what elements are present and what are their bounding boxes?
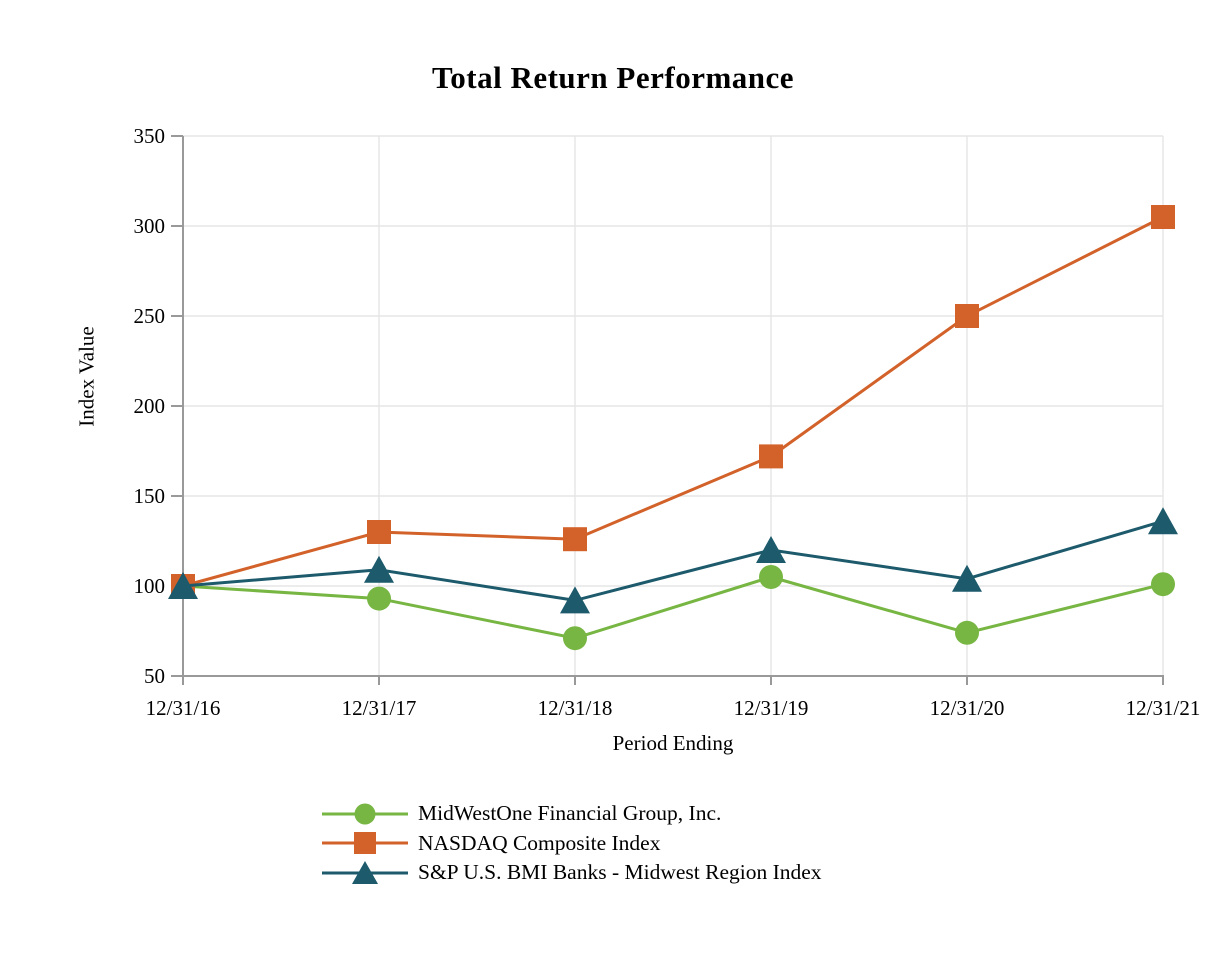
circle-marker [1151,572,1175,597]
x-axis-title: Period Ending [612,731,734,755]
legend-item: MidWestOne Financial Group, Inc. [322,799,822,829]
circle-marker [563,626,587,651]
triangle-legend-icon [322,860,408,884]
x-tick-label: 12/31/20 [930,696,1005,720]
circle-marker [759,565,783,589]
series-line [182,519,1164,602]
y-tick-label: 150 [134,484,166,508]
legend-label: MidWestOne Financial Group, Inc. [418,801,722,826]
x-tick-label: 12/31/21 [1126,696,1201,720]
chart-legend: MidWestOne Financial Group, Inc. NASDAQ C… [322,799,822,888]
chart-title: Total Return Performance [431,60,795,95]
triangle-marker [560,586,590,614]
triangle-marker [1148,507,1178,535]
legend-label: S&P U.S. BMI Banks - Midwest Region Inde… [418,860,822,885]
triangle-marker [168,572,198,599]
square-legend-icon [322,832,408,855]
legend-item: NASDAQ Composite Index [322,829,822,859]
series-line [182,575,1164,640]
y-tick-label: 100 [134,574,166,598]
y-tick-label: 50 [144,664,165,688]
y-tick-label: 300 [134,214,166,238]
circle-marker [955,620,979,645]
square-marker [759,444,783,469]
series-line [182,215,1164,588]
square-marker [367,520,391,544]
square-marker [955,304,979,328]
x-tick-label: 12/31/16 [146,696,221,720]
y-tick-label: 200 [134,394,166,418]
x-tick-label: 12/31/19 [734,696,809,720]
y-tick-label: 250 [134,304,166,328]
legend-label: NASDAQ Composite Index [418,830,661,855]
legend-item: S&P U.S. BMI Banks - Midwest Region Inde… [322,858,822,888]
triangle-marker [952,564,982,592]
x-tick-label: 12/31/17 [342,696,417,720]
triangle-marker [364,555,394,583]
square-marker [563,527,587,552]
y-tick-label: 350 [134,124,166,148]
circle-marker [367,586,391,611]
circle-legend-icon [322,803,408,825]
square-marker [1151,205,1175,229]
x-tick-label: 12/31/18 [538,696,613,720]
triangle-marker [756,536,786,563]
